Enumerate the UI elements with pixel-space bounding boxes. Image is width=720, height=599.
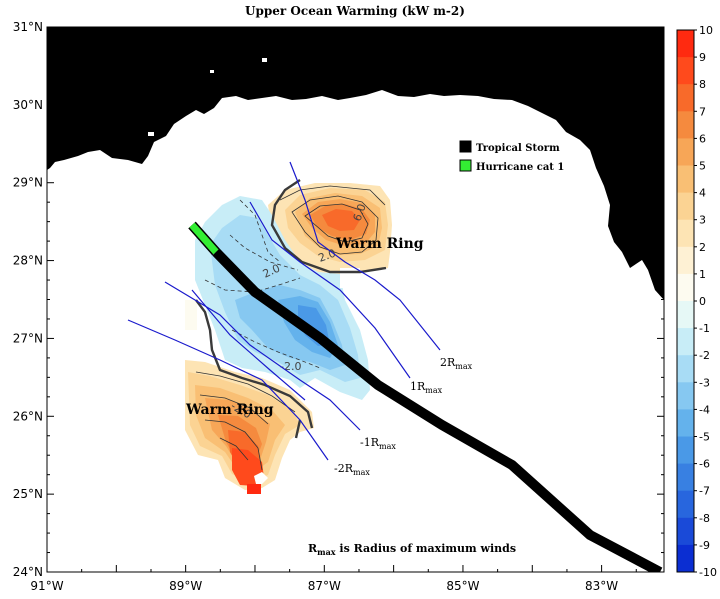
colorbar-label: 2 [699,241,706,254]
longitude-labels: 91°W 89°W 87°W 85°W 83°W [30,579,618,593]
colorbar-label: 1 [699,268,706,281]
colorbar-segment [677,409,694,437]
warm-ring-north [268,183,392,274]
colorbar-segment [677,165,694,194]
colorbar-label: 0 [699,295,706,308]
lat-tick-label: 24°N [13,565,43,579]
contour-label: -2.0 [280,360,301,373]
colorbar-segment [677,192,694,221]
hurricane-swatch [459,159,472,172]
lat-tick-label: 28°N [13,254,43,268]
colorbar-segment [677,355,694,383]
lon-tick-label: 83°W [585,579,618,593]
hurricane-label: Hurricane cat 1 [476,162,564,173]
colorbar-segment [677,138,694,166]
colorbar-label: 7 [699,105,706,118]
colorbar-segment [677,517,694,546]
radius-label-minus-1r: -1Rmax [360,436,396,451]
colorbar-label: -1 [699,322,710,335]
colorbar-segment [677,30,694,58]
zero-contours [195,179,387,439]
tropical-storm-track [212,248,663,572]
contour-label: 6.0 [351,202,369,223]
colorbar-label: -4 [699,403,710,416]
radius-lines [127,161,441,461]
colorbar-label: 10 [699,24,713,37]
colorbar-segment [677,301,694,329]
lon-tick-label: 89°W [169,579,202,593]
colorbar-label: 6 [699,132,706,145]
colorbar-label: 8 [699,78,706,91]
storm-track [188,221,663,572]
colorbar-segment [677,382,694,410]
rmax-note: Rmax is Radius of maximum winds [308,542,516,557]
lon-tick-label: 91°W [30,579,63,593]
lon-tick-label: 85°W [446,579,479,593]
colorbar-label: -2 [699,349,710,362]
colorbar-label: 4 [699,187,706,200]
colorbar-label: -5 [699,431,710,444]
plot-area: 6.0 2.0 2.0 -2.0 -2.0 Warm Ring Warm Rin… [47,27,664,572]
lat-tick-label: 26°N [13,409,43,423]
colorbar-segment [677,328,694,356]
lat-tick-label: 29°N [13,176,43,190]
lat-tick-label: 27°N [13,331,43,345]
colorbar-segment [677,273,694,302]
colorbar-label: 5 [699,160,706,173]
colorbar-label: 9 [699,51,706,64]
track-legend: Tropical Storm Hurricane cat 1 [459,140,564,173]
warm-ring-label-north: Warm Ring [335,236,424,252]
radius-label-2r: 2Rmax [440,356,473,371]
tropical-storm-swatch [459,140,472,153]
radius-label-1r: 1Rmax [410,380,443,395]
axis-ticks [46,26,664,573]
lon-tick-label: 87°W [308,579,341,593]
lat-tick-label: 25°N [13,487,43,501]
colorbar-segment [677,436,694,465]
tropical-storm-label: Tropical Storm [476,143,560,154]
colorbar-segment [677,57,694,85]
radius-label-minus-2r: -2Rmax [334,462,370,477]
warm-ring-label-south: Warm Ring [185,402,274,418]
latitude-labels: 31°N 30°N 29°N 28°N 27°N 26°N 25°N 24°N [13,20,43,579]
colorbar-segment [677,84,694,112]
land-mass [47,27,664,300]
colorbar-label: 3 [699,214,706,227]
contour-label: 2.0 [317,247,338,265]
colorbar-segment [677,219,694,248]
warm-ring-south [185,360,314,494]
colorbar-label: -9 [699,539,710,552]
colorbar-label: -7 [699,485,710,498]
map-title: Upper Ocean Warming (kW m-2) [245,4,465,18]
colorbar-label: -6 [699,458,710,471]
colorbar-segment [677,111,694,139]
hurricane-track-fill [189,222,219,255]
colorbar-segment [677,246,694,275]
lat-tick-label: 30°N [13,98,43,112]
colorbar-segment [677,490,694,519]
lat-tick-label: 31°N [13,20,43,34]
colorbar-segment [677,463,694,492]
colorbar-segment [677,544,694,573]
colorbar-label: -8 [699,512,710,525]
colorbar-label: -10 [699,566,717,579]
colorbar-label: -3 [699,376,710,389]
